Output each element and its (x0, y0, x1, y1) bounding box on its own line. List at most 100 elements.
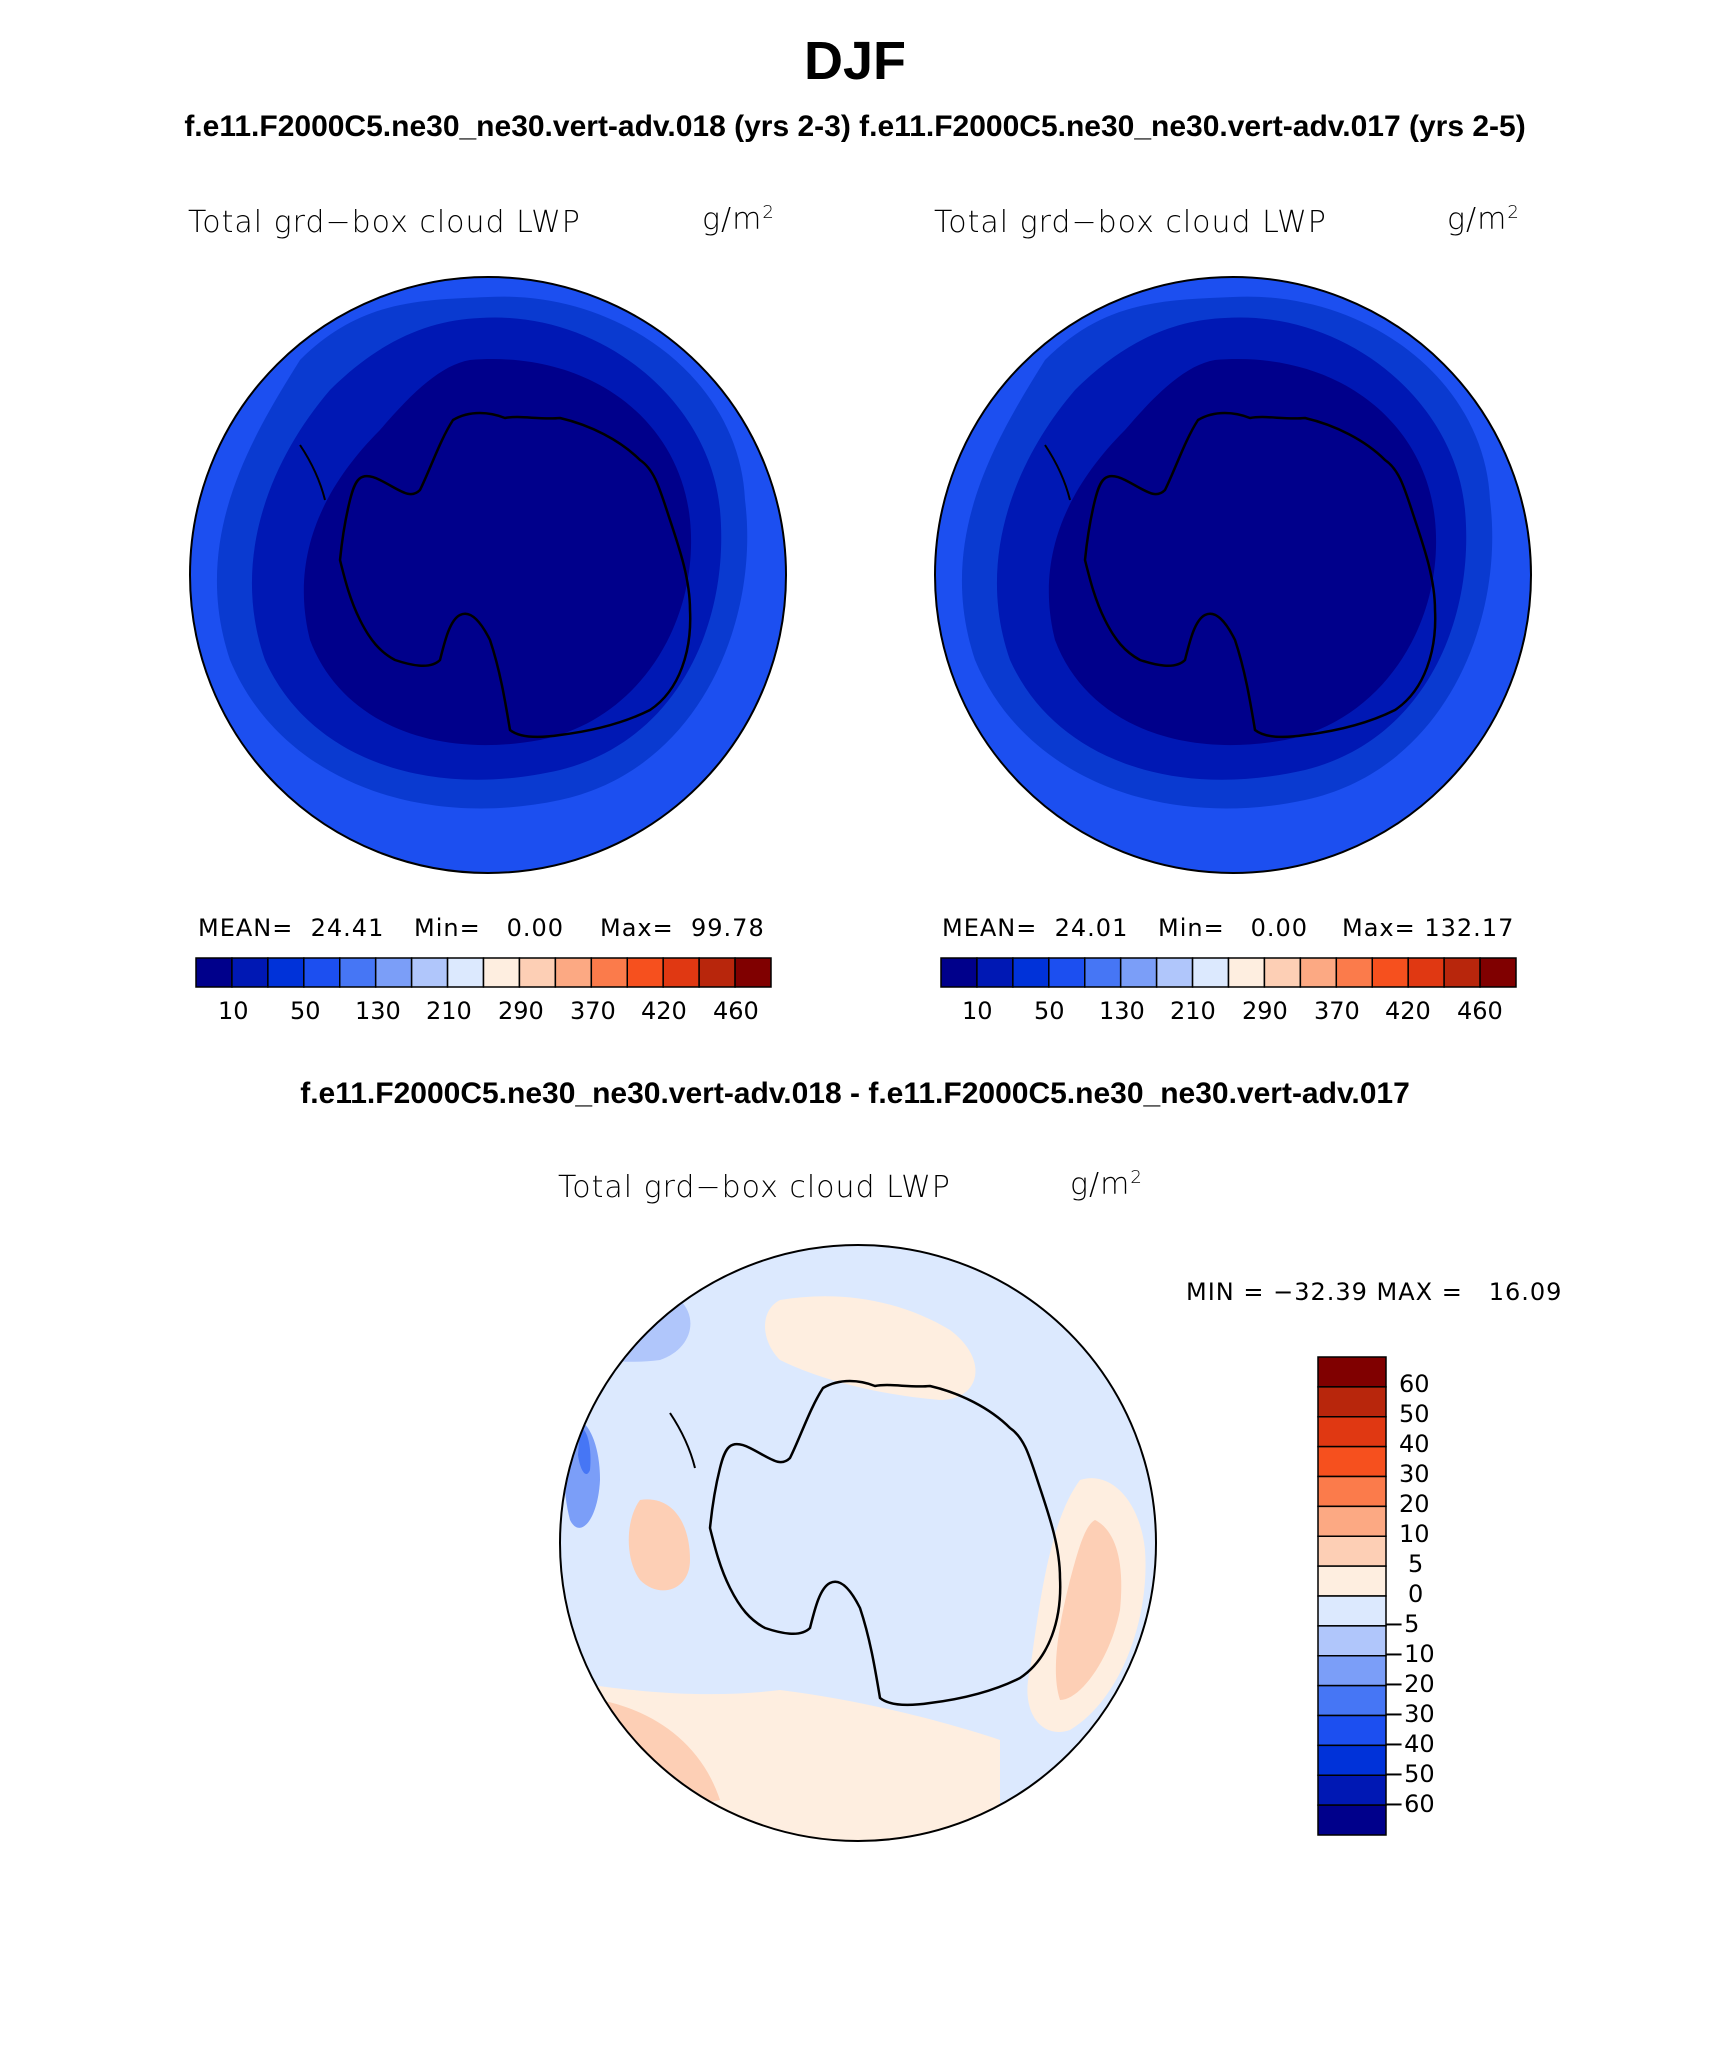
colorbar-swatch (231, 957, 269, 988)
colorbar-swatch (1155, 957, 1194, 988)
colorbar-swatch (1263, 957, 1302, 988)
cb1-tick: 210 (426, 997, 472, 1025)
panel1-min: Min= 0.00 (414, 914, 565, 942)
cb2-tick: 460 (1457, 997, 1503, 1025)
colorbar-swatch (626, 957, 664, 988)
colorbar-swatch (734, 957, 772, 988)
colorbar-swatch (1317, 1655, 1387, 1687)
colorbar-swatch (1317, 1356, 1387, 1388)
cb2-tick: 50 (1034, 997, 1065, 1025)
colorbar-swatch (1191, 957, 1230, 988)
cb3-tick: −50 (1384, 1760, 1435, 1788)
map-2-frame (934, 276, 1532, 874)
colorbar-swatch (976, 957, 1014, 988)
antarctica-coastline-2 (1044, 411, 1437, 739)
panel2-units: g/m2 (1447, 202, 1520, 237)
colorbar-swatch (1317, 1535, 1387, 1567)
colorbar-2 (940, 957, 1517, 988)
panel1-mean: MEAN= 24.41 (198, 914, 385, 942)
colorbar-swatch (1299, 957, 1338, 988)
colorbar-swatch (1335, 957, 1373, 988)
cb1-tick: 10 (218, 997, 249, 1025)
cb1-tick: 370 (570, 997, 616, 1025)
panel1-max: Max= 99.78 (600, 914, 765, 942)
colorbar-diff (1317, 1356, 1387, 1836)
colorbar-swatch (940, 957, 978, 988)
colorbar-swatch (1371, 957, 1409, 988)
colorbar-swatch (410, 957, 449, 988)
panel2-mean: MEAN= 24.01 (942, 914, 1129, 942)
panel2-label: Total grd−box cloud LWP (934, 205, 1327, 240)
cb3-tick: −20 (1384, 1670, 1435, 1698)
cb2-tick: 290 (1242, 997, 1288, 1025)
cb2-tick: 210 (1170, 997, 1216, 1025)
colorbar-swatch (1317, 1714, 1387, 1747)
cb1-tick: 50 (290, 997, 321, 1025)
colorbar-swatch (1317, 1595, 1387, 1627)
cb1-tick: 460 (713, 997, 759, 1025)
cb2-tick: 130 (1099, 997, 1145, 1025)
cb3-tick: −10 (1384, 1640, 1435, 1668)
colorbar-swatch (518, 957, 557, 988)
colorbar-swatch (1317, 1386, 1387, 1418)
colorbar-swatch (339, 957, 377, 988)
map-panel-2 (935, 277, 1531, 873)
antarctica-coastline-1 (299, 411, 692, 739)
diff-minmax: MIN = −32.39 MAX = 16.09 (1186, 1278, 1563, 1306)
colorbar-1 (195, 957, 772, 988)
map-1-frame (189, 276, 787, 874)
cb3-tick: 0 (1408, 1580, 1424, 1608)
diff-units: g/m2 (1070, 1167, 1143, 1202)
colorbar-swatch (590, 957, 628, 988)
colorbar-swatch (303, 957, 341, 988)
colorbar-swatch (1443, 957, 1481, 988)
cb3-tick: 5 (1408, 1550, 1424, 1578)
panel2-max: Max= 132.17 (1342, 914, 1515, 942)
colorbar-swatch (482, 957, 521, 988)
colorbar-swatch (1084, 957, 1122, 988)
colorbar-swatch (1317, 1445, 1387, 1478)
cb3-tick: −60 (1384, 1790, 1435, 1818)
colorbar-swatch (195, 957, 233, 988)
cb3-tick: −40 (1384, 1730, 1435, 1758)
colorbar-swatch (1407, 957, 1445, 988)
panel1-label: Total grd−box cloud LWP (188, 205, 581, 240)
cb2-tick: 420 (1385, 997, 1431, 1025)
panel1-units: g/m2 (702, 202, 775, 237)
colorbar-swatch (1317, 1625, 1387, 1657)
colorbar-swatch (554, 957, 593, 988)
cb2-tick: 370 (1314, 997, 1360, 1025)
colorbar-swatch (1048, 957, 1086, 988)
cb3-tick: 20 (1399, 1490, 1430, 1518)
cb2-tick: 10 (962, 997, 993, 1025)
colorbar-swatch (1479, 957, 1517, 988)
cb1-tick: 420 (641, 997, 687, 1025)
case-titles: f.e11.F2000C5.ne30_ne30.vert-adv.018 (yr… (184, 110, 1526, 143)
cb3-tick: −30 (1384, 1700, 1435, 1728)
colorbar-swatch (1317, 1744, 1387, 1776)
cb1-tick: 130 (355, 997, 401, 1025)
cb3-tick: 50 (1399, 1400, 1430, 1428)
colorbar-swatch (1317, 1774, 1387, 1806)
colorbar-swatch (1317, 1804, 1387, 1836)
colorbar-swatch (374, 957, 413, 988)
cb3-tick: 30 (1399, 1460, 1430, 1488)
colorbar-swatch (1317, 1475, 1387, 1508)
difference-title: f.e11.F2000C5.ne30_ne30.vert-adv.018 - f… (300, 1077, 1410, 1110)
cb3-tick: 10 (1399, 1520, 1430, 1548)
colorbar-swatch (698, 957, 736, 988)
map-panel-diff (560, 1245, 1156, 1841)
panel2-min: Min= 0.00 (1158, 914, 1309, 942)
colorbar-swatch (267, 957, 305, 988)
cb3-tick: −5 (1384, 1610, 1420, 1638)
colorbar-swatch (1317, 1505, 1387, 1537)
colorbar-swatch (1317, 1684, 1387, 1717)
colorbar-swatch (1317, 1416, 1387, 1448)
figure-title: DJF (803, 31, 906, 91)
colorbar-swatch (1317, 1565, 1387, 1597)
colorbar-swatch (1012, 957, 1050, 988)
cb1-tick: 290 (498, 997, 544, 1025)
colorbar-swatch (1119, 957, 1158, 988)
colorbar-swatch (446, 957, 485, 988)
